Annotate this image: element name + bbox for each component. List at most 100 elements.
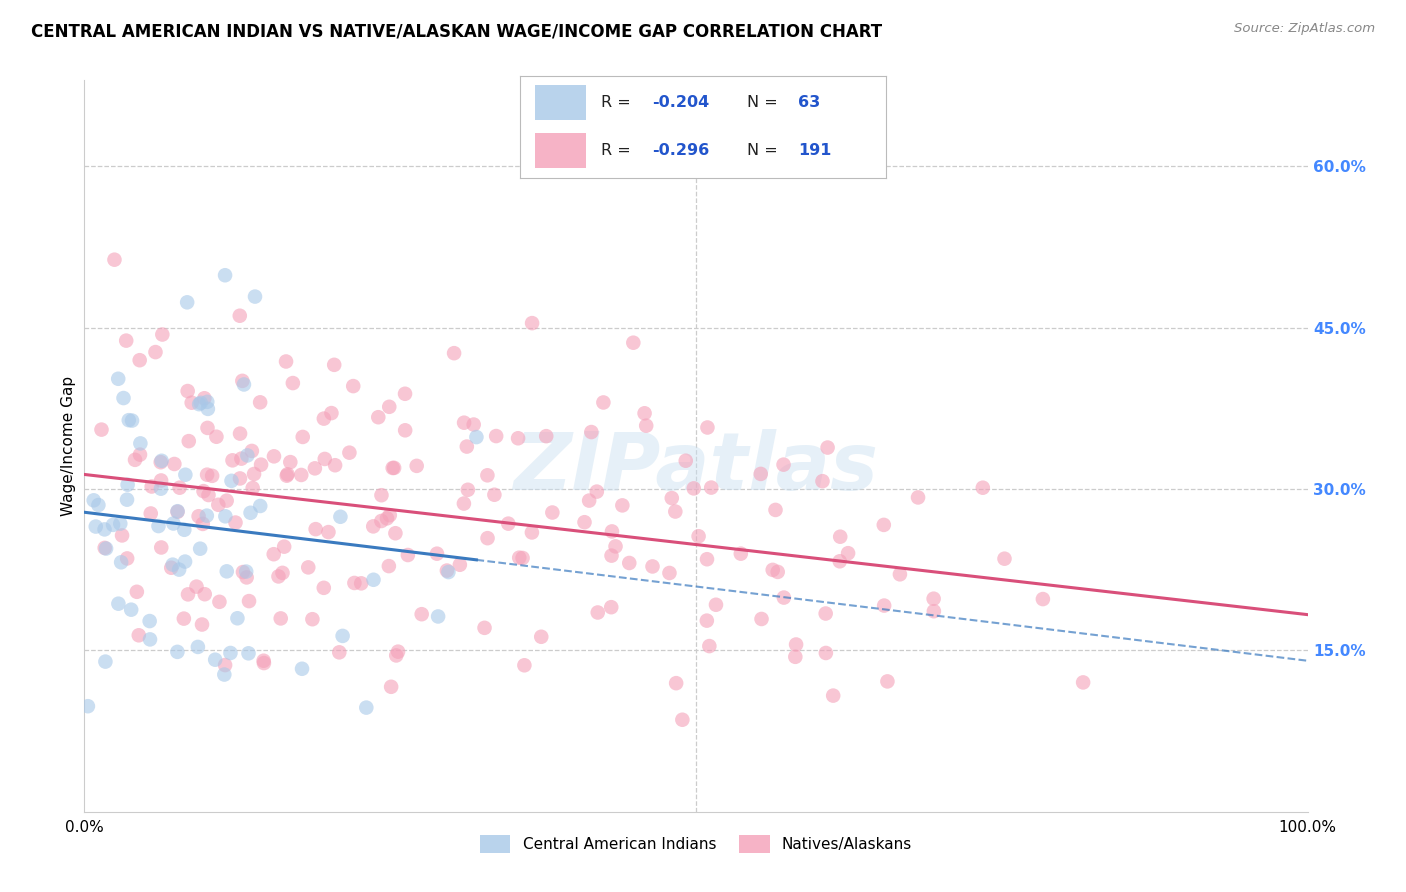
Point — [394, 423, 416, 437]
Point — [107, 372, 129, 386]
Point — [396, 548, 419, 562]
Text: Source: ZipAtlas.com: Source: ZipAtlas.com — [1234, 22, 1375, 36]
Point — [77, 699, 100, 714]
Point — [101, 517, 124, 532]
Point — [219, 646, 242, 660]
Point — [177, 434, 200, 449]
Point — [121, 413, 143, 427]
Point — [166, 504, 188, 518]
Point — [520, 316, 543, 330]
Point — [118, 413, 141, 427]
Point — [456, 440, 478, 454]
Point — [321, 406, 343, 420]
Point — [378, 508, 401, 523]
Point — [600, 549, 623, 563]
Point — [427, 609, 450, 624]
Point — [828, 554, 851, 568]
Point — [621, 335, 644, 350]
Point — [581, 425, 603, 439]
Point — [148, 519, 170, 533]
Point — [236, 449, 259, 463]
Point — [235, 565, 257, 579]
Point — [873, 517, 896, 532]
Point — [586, 606, 609, 620]
Point — [167, 563, 190, 577]
Point — [229, 471, 252, 485]
Point — [436, 564, 458, 578]
Point — [195, 508, 218, 523]
Point — [394, 386, 416, 401]
Point — [823, 689, 845, 703]
Point — [93, 522, 115, 536]
Point — [173, 523, 195, 537]
Point — [263, 450, 285, 464]
Point — [671, 713, 693, 727]
Point — [785, 649, 807, 664]
Point — [115, 334, 138, 348]
Point — [187, 509, 209, 524]
Point — [922, 604, 945, 618]
Point — [411, 607, 433, 622]
Point — [129, 436, 152, 450]
Point — [484, 488, 506, 502]
Point — [166, 645, 188, 659]
Point — [238, 594, 260, 608]
Point — [224, 516, 246, 530]
Point — [873, 599, 896, 613]
Point — [323, 358, 346, 372]
Point — [274, 354, 297, 368]
Text: N =: N = — [747, 95, 783, 110]
Text: -0.296: -0.296 — [652, 144, 709, 158]
Point — [188, 541, 211, 556]
Bar — [534, 133, 586, 168]
Point — [380, 680, 402, 694]
Point — [751, 612, 773, 626]
Point — [276, 468, 298, 483]
Point — [636, 418, 658, 433]
Point — [508, 550, 530, 565]
Point — [173, 612, 195, 626]
Point — [93, 541, 115, 555]
Point — [1032, 592, 1054, 607]
Point — [700, 481, 723, 495]
Point — [197, 488, 219, 502]
Point — [226, 611, 249, 625]
Point — [385, 648, 408, 663]
Point — [263, 547, 285, 561]
Point — [378, 400, 401, 414]
Point — [378, 559, 401, 574]
Point — [350, 576, 373, 591]
Point — [221, 474, 243, 488]
Point — [125, 584, 148, 599]
Point — [304, 461, 326, 475]
Point — [214, 509, 236, 524]
Point — [749, 467, 772, 481]
Legend: Central American Indians, Natives/Alaskans: Central American Indians, Natives/Alaska… — [474, 829, 918, 859]
Point — [112, 391, 135, 405]
Point — [889, 567, 911, 582]
Point — [661, 491, 683, 505]
Point — [682, 482, 704, 496]
Y-axis label: Wage/Income Gap: Wage/Income Gap — [60, 376, 76, 516]
Point — [343, 576, 366, 591]
Point — [506, 431, 529, 445]
Text: CENTRAL AMERICAN INDIAN VS NATIVE/ALASKAN WAGE/INCOME GAP CORRELATION CHART: CENTRAL AMERICAN INDIAN VS NATIVE/ALASKA… — [31, 22, 882, 40]
Point — [138, 614, 160, 628]
Point — [235, 570, 257, 584]
Point — [297, 560, 319, 574]
Point — [188, 397, 211, 411]
Point — [207, 498, 229, 512]
Point — [696, 552, 718, 566]
Point — [94, 655, 117, 669]
Point — [124, 452, 146, 467]
Point — [993, 551, 1015, 566]
Point — [186, 580, 208, 594]
Point — [129, 448, 152, 462]
Point — [381, 461, 404, 475]
Point — [814, 607, 837, 621]
Bar — [534, 85, 586, 120]
Point — [176, 384, 198, 398]
Point — [243, 467, 266, 481]
Point — [103, 252, 125, 267]
Point — [665, 676, 688, 690]
